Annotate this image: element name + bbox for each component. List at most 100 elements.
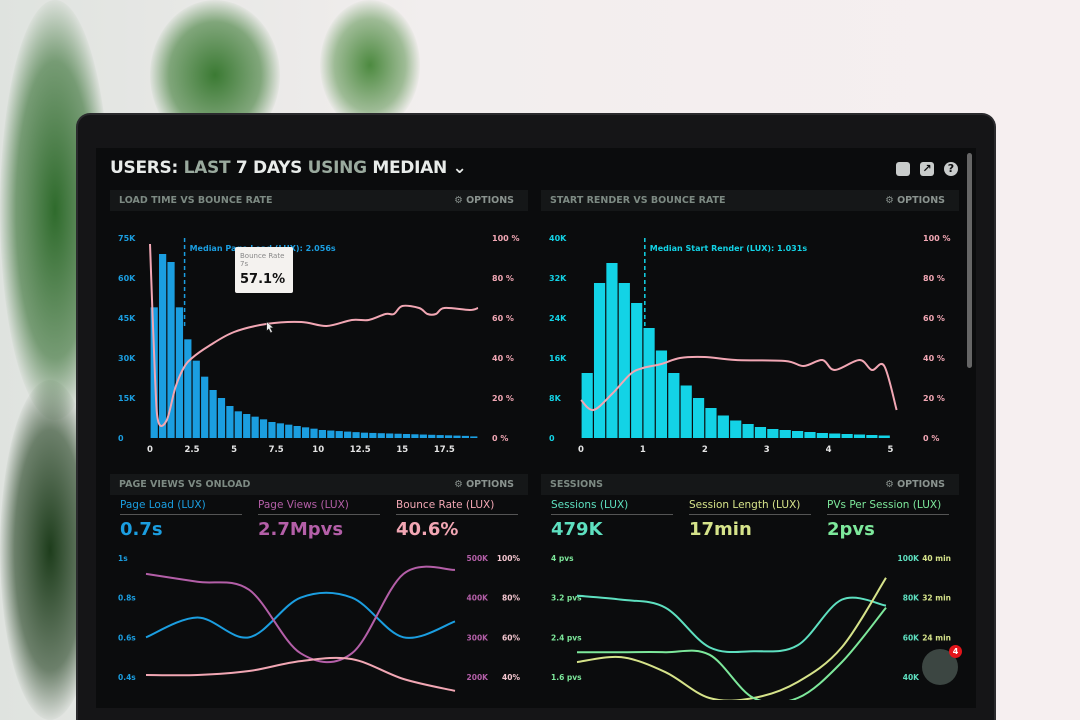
series-line xyxy=(145,656,456,692)
histogram-bar xyxy=(192,360,200,438)
options-label: OPTIONS xyxy=(466,479,514,490)
y2-tick-label: 80K xyxy=(903,594,920,603)
options-button[interactable]: ⚙ OPTIONS xyxy=(454,479,514,490)
histogram-bar xyxy=(829,433,841,438)
title-part: USING xyxy=(307,158,367,178)
metric-label: Page Views (LUX) xyxy=(258,499,380,515)
chart-svg: Median Page Load (LUX): 2.056s015K30K45K… xyxy=(118,234,520,455)
monitor-icon[interactable] xyxy=(896,162,910,176)
histogram-bar xyxy=(643,328,655,438)
panel-header: SESSIONS ⚙ OPTIONS xyxy=(541,474,959,495)
histogram-bar xyxy=(293,426,301,438)
load-time-panel: LOAD TIME VS BOUNCE RATE ⚙ OPTIONS Median … xyxy=(110,190,528,460)
y3-tick-label: 40 min xyxy=(922,554,951,563)
dashboard-screen: USERS: LAST 7 DAYS USING MEDIAN ⌄ ↗ ? LO… xyxy=(96,148,976,708)
tooltip-box xyxy=(235,247,293,293)
panel-header: PAGE VIEWS VS ONLOAD ⚙ OPTIONS xyxy=(110,474,528,495)
bounce-rate-line xyxy=(580,355,898,412)
share-icon[interactable]: ↗ xyxy=(920,162,934,176)
metric-label: Sessions (LUX) xyxy=(551,499,673,515)
y3-tick-label: 60% xyxy=(502,633,520,642)
help-icon[interactable]: ? xyxy=(944,162,958,176)
y2-tick-label: 0 % xyxy=(923,434,939,443)
y2-tick-label: 300K xyxy=(467,633,490,642)
y-tick-label: 1.6 pvs xyxy=(551,673,582,682)
panel-header: START RENDER VS BOUNCE RATE ⚙ OPTIONS xyxy=(541,190,959,211)
histogram-bar xyxy=(841,434,853,438)
x-tick-label: 5 xyxy=(231,445,237,455)
histogram-bar xyxy=(742,424,754,438)
chart-svg: 0.4s 0.6s 0.8s 1s 200K 300K 400K 500K 40% 60% 80% 1… xyxy=(118,554,520,692)
y-tick-label: 0.8s xyxy=(118,594,136,603)
scrollbar[interactable] xyxy=(967,153,972,368)
chart-svg: 1.6 pvs 2.4 pvs 3.2 pvs 4 pvs 40K 60K 80K 100K 2… xyxy=(551,554,951,700)
histogram-bar xyxy=(310,428,318,438)
plant-leaf xyxy=(320,0,420,130)
histogram-bar xyxy=(201,376,209,438)
y2-tick-label: 40 % xyxy=(492,354,514,363)
title-part: 7 DAYS xyxy=(235,158,303,178)
y2-tick-label: 60 % xyxy=(923,314,945,323)
page-views-panel: PAGE VIEWS VS ONLOAD ⚙ OPTIONS Page Load (… xyxy=(110,474,528,704)
y2-tick-label: 20 % xyxy=(923,394,945,403)
x-tick-label: 2.5 xyxy=(185,445,200,455)
x-tick-label: 0 xyxy=(578,445,584,455)
chat-button[interactable]: 4 xyxy=(922,645,962,685)
histogram-bar xyxy=(470,436,478,438)
histogram-bar xyxy=(268,422,276,438)
metric-value: 2pvs xyxy=(827,519,875,540)
metric[interactable]: Bounce Rate (LUX) 40.6% xyxy=(396,499,518,540)
y-tick-label: 0 xyxy=(549,434,555,443)
cursor-icon xyxy=(266,321,274,334)
histogram-bar xyxy=(436,435,444,438)
title-part: MEDIAN xyxy=(372,158,447,178)
histogram-bar xyxy=(717,415,729,438)
x-tick-label: 0 xyxy=(147,445,153,455)
histogram-bar xyxy=(419,434,427,438)
tooltip-x: 7s xyxy=(240,260,248,268)
y-tick-label: 0.4s xyxy=(118,673,136,682)
x-tick-label: 3 xyxy=(764,445,770,455)
chart-svg: Median Start Render (LUX): 1.031s 0 8K 16K 2… xyxy=(549,234,951,455)
y2-tick-label: 0 % xyxy=(492,434,508,443)
panel-header: LOAD TIME VS BOUNCE RATE ⚙ OPTIONS xyxy=(110,190,528,211)
histogram-bar xyxy=(167,262,175,438)
page-title[interactable]: USERS: LAST 7 DAYS USING MEDIAN ⌄ xyxy=(110,158,467,178)
x-tick-label: 12.5 xyxy=(350,445,371,455)
histogram-bar xyxy=(692,398,705,438)
y-tick-label: 45K xyxy=(118,314,136,323)
x-tick-label: 10 xyxy=(312,445,324,455)
histogram-bar xyxy=(816,433,828,438)
metric-label: Bounce Rate (LUX) xyxy=(396,499,518,515)
options-button[interactable]: ⚙ OPTIONS xyxy=(885,479,945,490)
options-button[interactable]: ⚙ OPTIONS xyxy=(885,195,945,206)
x-tick-label: 15 xyxy=(396,445,408,455)
metric[interactable]: PVs Per Session (LUX) 2pvs xyxy=(827,499,949,540)
metric[interactable]: Page Views (LUX) 2.7Mpvs xyxy=(258,499,380,540)
histogram-bar xyxy=(411,434,419,438)
options-label: OPTIONS xyxy=(466,195,514,206)
y2-tick-label: 500K xyxy=(467,554,490,563)
y-tick-label: 2.4 pvs xyxy=(551,633,582,642)
histogram-bar xyxy=(276,423,284,438)
histogram-bar xyxy=(804,432,816,438)
metric[interactable]: Page Load (LUX) 0.7s xyxy=(120,499,242,540)
histogram-bar xyxy=(394,433,402,438)
chevron-down-icon[interactable]: ⌄ xyxy=(452,158,467,178)
histogram-bar xyxy=(730,420,742,438)
histogram-bar xyxy=(335,431,343,438)
y-tick-label: 24K xyxy=(549,314,567,323)
x-tick-label: 2 xyxy=(702,445,708,455)
metric[interactable]: Session Length (LUX) 17min xyxy=(689,499,811,540)
metric[interactable]: Sessions (LUX) 479K xyxy=(551,499,673,540)
y-tick-label: 0.6s xyxy=(118,633,136,642)
metric-value: 479K xyxy=(551,519,603,540)
histogram-bar xyxy=(428,434,436,438)
histogram-bar xyxy=(767,429,779,438)
y-tick-label: 60K xyxy=(118,274,136,283)
histogram-bar xyxy=(344,431,352,438)
options-button[interactable]: ⚙ OPTIONS xyxy=(454,195,514,206)
histogram-bar xyxy=(386,433,394,438)
metric-value: 40.6% xyxy=(396,519,459,540)
